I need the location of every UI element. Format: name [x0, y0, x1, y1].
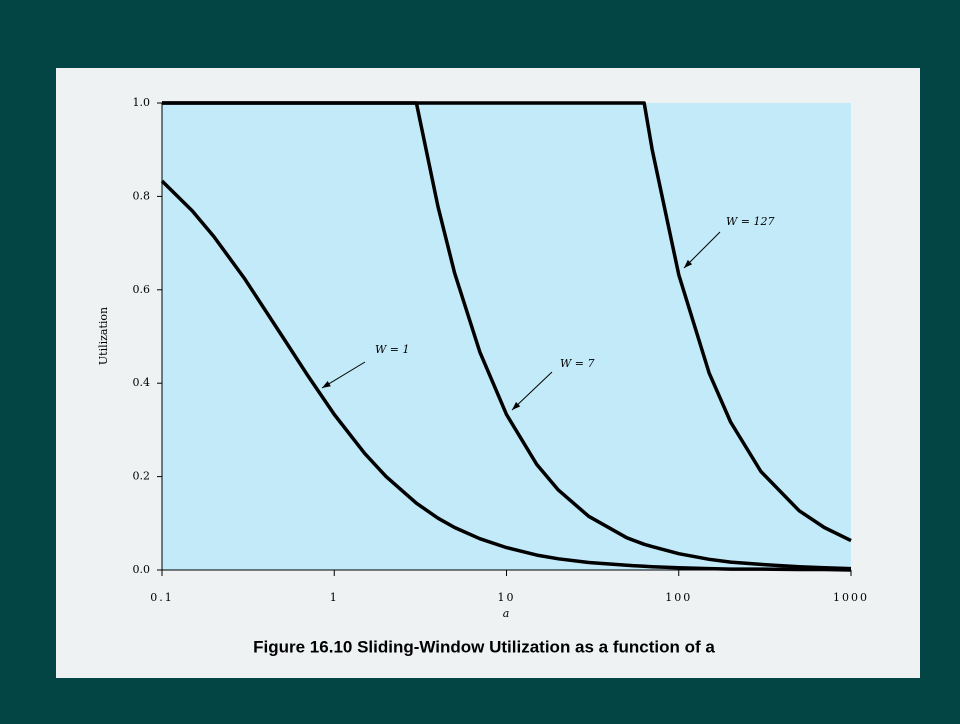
y-tick-label: 0.0 — [133, 563, 151, 576]
series-line — [162, 101, 852, 543]
plot-area — [162, 103, 851, 570]
series-label: W = 7 — [560, 357, 595, 370]
y-tick-label: 0.2 — [133, 470, 151, 483]
annotation-arrow — [511, 371, 553, 411]
chart-title: Figure 16.10 Sliding-Window Utilization … — [253, 637, 715, 656]
series-label: W = 127 — [726, 215, 775, 228]
x-tick-label: 1 — [330, 591, 339, 604]
x-tick-label: 10 — [498, 591, 516, 604]
y-tick-label: 0.8 — [133, 189, 151, 202]
x-tick-label: 100 — [665, 591, 692, 604]
series-line — [160, 179, 852, 572]
x-tick-label: 0.1 — [150, 591, 174, 604]
y-axis-label: Utilization — [97, 307, 110, 365]
arrow-head — [322, 380, 331, 388]
y-tick-label: 1.0 — [133, 96, 151, 109]
y-tick-label: 0.6 — [133, 283, 151, 296]
y-tick-label: 0.4 — [133, 376, 151, 389]
arrow-head — [684, 259, 693, 268]
arrow-head — [512, 401, 521, 410]
series-label: W = 1 — [375, 343, 410, 356]
annotation-arrow — [683, 231, 721, 269]
x-axis-label: a — [503, 607, 510, 620]
x-tick-label: 1000 — [833, 591, 869, 604]
